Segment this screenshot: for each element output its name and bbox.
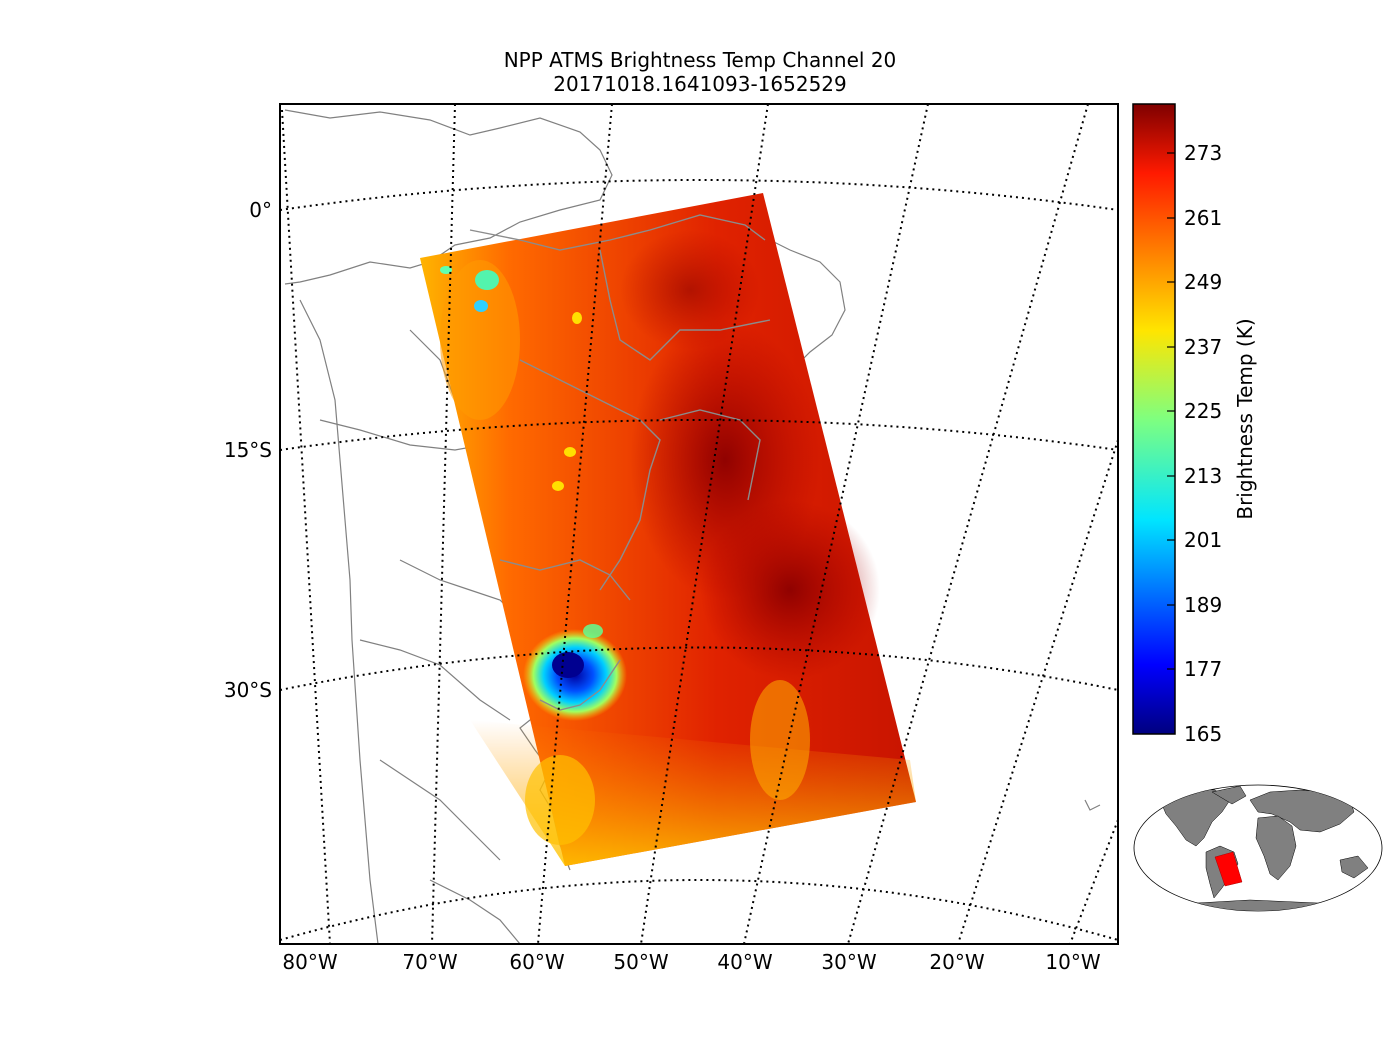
lon-label-40w: 40°W xyxy=(717,950,772,974)
colorbar-tick-201: 201 xyxy=(1184,528,1222,552)
colorbar-label: Brightness Temp (K) xyxy=(1233,318,1257,519)
colorbar-tick-225: 225 xyxy=(1184,399,1222,423)
map-frame xyxy=(279,103,1119,945)
lon-label-80w: 80°W xyxy=(282,950,337,974)
colorbar-tick-249: 249 xyxy=(1184,270,1222,294)
lon-label-70w: 70°W xyxy=(402,950,457,974)
colorbar-tick-189: 189 xyxy=(1184,593,1222,617)
lon-label-20w: 20°W xyxy=(929,950,984,974)
lat-label-30s: 30°S xyxy=(224,678,272,702)
swath-boundaries xyxy=(469,214,771,711)
colorbar-ramp xyxy=(1132,103,1176,735)
chart-title: NPP ATMS Brightness Temp Channel 20 xyxy=(503,48,897,72)
colorbar-tick-165: 165 xyxy=(1184,722,1222,746)
colorbar-tick-177: 177 xyxy=(1184,657,1222,681)
colorbar: 273 261 249 237 225 213 201 189 177 165 … xyxy=(1132,103,1257,746)
colorbar-tick-237: 237 xyxy=(1184,335,1222,359)
brightness-temp-swath xyxy=(420,193,916,866)
lat-label-0: 0° xyxy=(249,198,272,222)
graticule xyxy=(280,104,1118,944)
lon-label-50w: 50°W xyxy=(613,950,668,974)
colorbar-ticks xyxy=(1167,152,1175,670)
chart-subtitle: 20171018.1641093-1652529 xyxy=(553,72,847,96)
lon-label-10w: 10°W xyxy=(1045,950,1100,974)
inset-world-map xyxy=(1133,784,1383,912)
main-map: 0° 15°S 30°S 80°W 70°W 60°W 50°W 40°W 30… xyxy=(224,103,1119,974)
lon-label-30w: 30°W xyxy=(821,950,876,974)
colorbar-tick-213: 213 xyxy=(1184,464,1222,488)
colorbar-tick-261: 261 xyxy=(1184,206,1222,230)
colorbar-tick-273: 273 xyxy=(1184,141,1222,165)
lat-label-15s: 15°S xyxy=(224,438,272,462)
inset-swath-footprint xyxy=(1214,851,1243,887)
lon-label-60w: 60°W xyxy=(509,950,564,974)
